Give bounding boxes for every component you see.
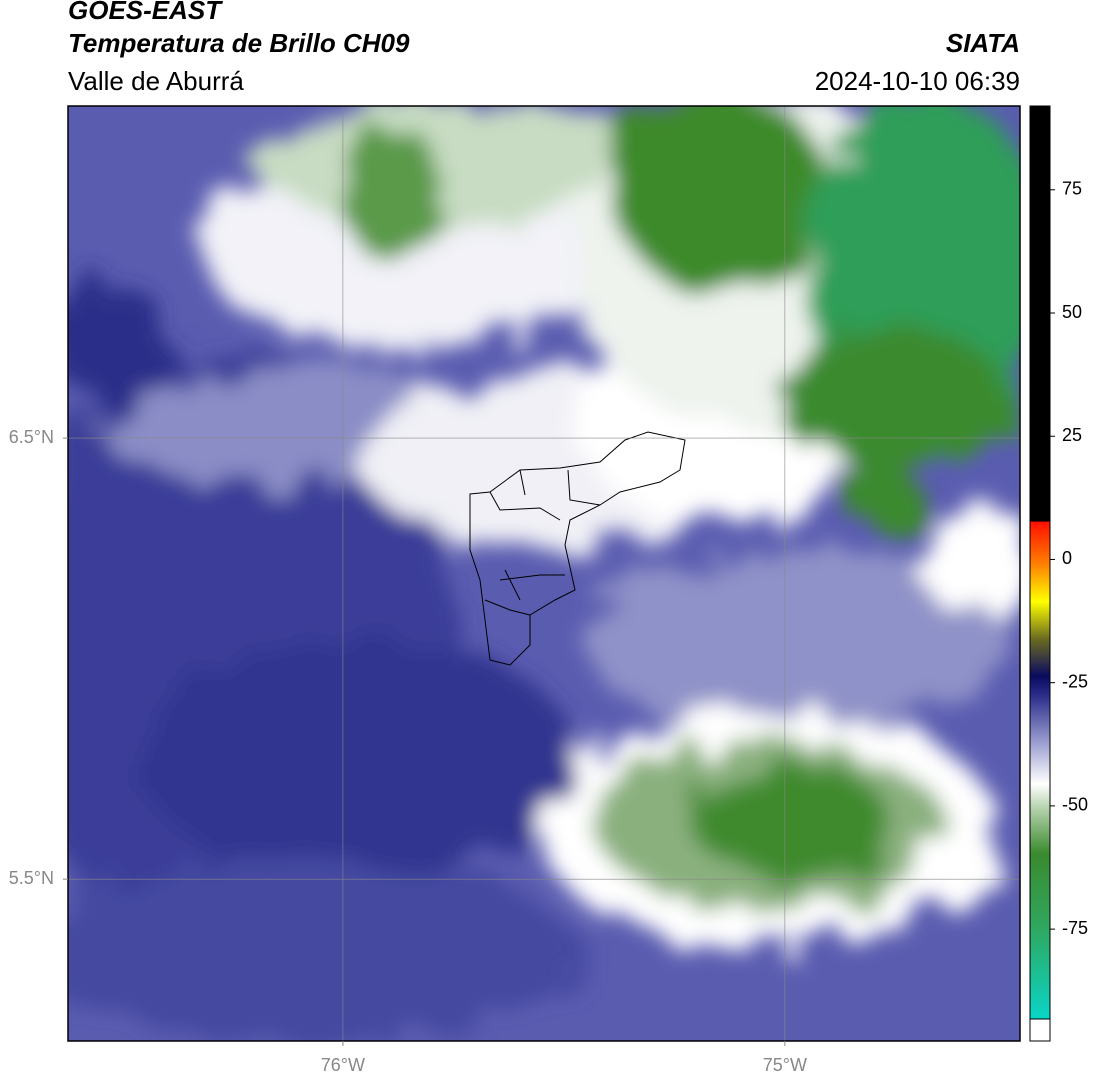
- satellite-image: [68, 106, 1020, 1041]
- agency: SIATA: [946, 28, 1020, 58]
- colorbar-tick-label: 50: [1062, 302, 1082, 322]
- municipal-boundaries: [469, 431, 686, 666]
- colorbar-under: [1029, 1018, 1051, 1042]
- lat-tick-label: 6.5°N: [9, 427, 54, 447]
- colorbar-tick-label: 25: [1062, 425, 1082, 445]
- lon-tick-label: 75°W: [763, 1055, 807, 1075]
- colorbar-tick-label: -25: [1062, 671, 1088, 691]
- region: Valle de Aburrá: [68, 66, 244, 96]
- colorbar-tick-label: -50: [1062, 795, 1088, 815]
- map-frame: [67, 105, 1021, 1042]
- product-title: Temperatura de Brillo CH09: [68, 28, 410, 58]
- colorbar: [1029, 105, 1051, 1042]
- lon-tick-label: 76°W: [321, 1055, 365, 1075]
- lat-tick-label: 5.5°N: [9, 868, 54, 888]
- colorbar-tick-label: 75: [1062, 179, 1082, 199]
- colorbar-tick-label: -75: [1062, 918, 1088, 938]
- colorbar-tick-label: 0: [1062, 548, 1072, 568]
- datetime: 2024-10-10 06:39: [815, 66, 1020, 96]
- graticule: [68, 106, 1020, 1041]
- source-title: GOES-EAST: [68, 0, 223, 25]
